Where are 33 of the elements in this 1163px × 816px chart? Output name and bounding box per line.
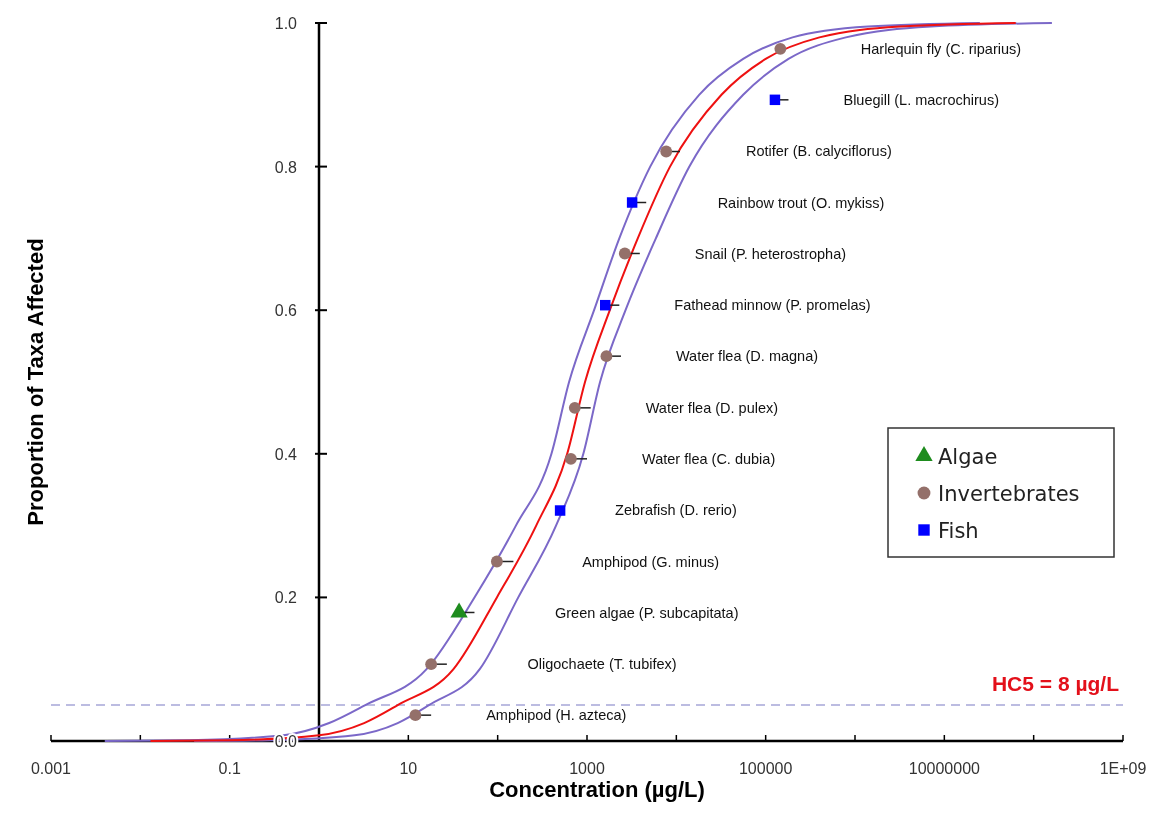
x-tick-label: 0.001 xyxy=(30,760,72,777)
x-tick-label: 1000 xyxy=(569,760,605,777)
legend-label: Algae xyxy=(938,445,998,469)
annotation: Zebrafish (D. rerio) xyxy=(615,502,737,519)
annotation: Oligochaete (T. tubifex) xyxy=(527,656,677,673)
annotation: Rainbow trout (O. mykiss) xyxy=(717,194,885,211)
ref-line-label: HC5 = 8 µg/L xyxy=(991,672,1120,696)
legend-label: Invertebrates xyxy=(938,482,1080,506)
y-axis-title: Proportion of Taxa Affected xyxy=(23,238,48,526)
y-tick-label: 0.4 xyxy=(274,445,298,463)
annotation: Green algae (P. subcapitata) xyxy=(555,604,739,621)
annotation: Rotifer (B. calyciflorus) xyxy=(745,143,892,160)
annotation: Water flea (C. dubia) xyxy=(642,450,776,467)
y-tick-label: 0.0 xyxy=(274,733,298,750)
x-tick-label: 100000 xyxy=(738,760,793,777)
annotation: Snail (P. heterostropha) xyxy=(694,245,847,262)
x-axis-title: Concentration (µg/L) xyxy=(489,777,705,802)
x-tick-label: 1E+09 xyxy=(1099,760,1147,777)
y-tick-label: 0.8 xyxy=(274,158,298,176)
x-tick-label: 0.1 xyxy=(218,760,241,777)
annotation: Amphipod (G. minus) xyxy=(582,553,720,570)
annotation: Water flea (D. pulex) xyxy=(645,399,779,416)
annotation: Water flea (D. magna) xyxy=(675,348,819,365)
annotation: Amphipod (H. azteca) xyxy=(486,707,627,724)
annotation: Harlequin fly (C. riparius) xyxy=(860,40,1022,57)
x-tick-label: 10000000 xyxy=(908,760,981,777)
annotation: Fathead minnow (P. promelas) xyxy=(674,297,871,314)
annotation: Bluegill (L. macrochirus) xyxy=(843,91,999,108)
y-tick-label: 0.2 xyxy=(274,589,298,607)
y-tick-label: 0.6 xyxy=(274,302,298,320)
y-tick-label: 1.0 xyxy=(274,15,298,32)
legend-label: Fish xyxy=(938,519,979,543)
x-tick-label: 10 xyxy=(399,760,418,777)
